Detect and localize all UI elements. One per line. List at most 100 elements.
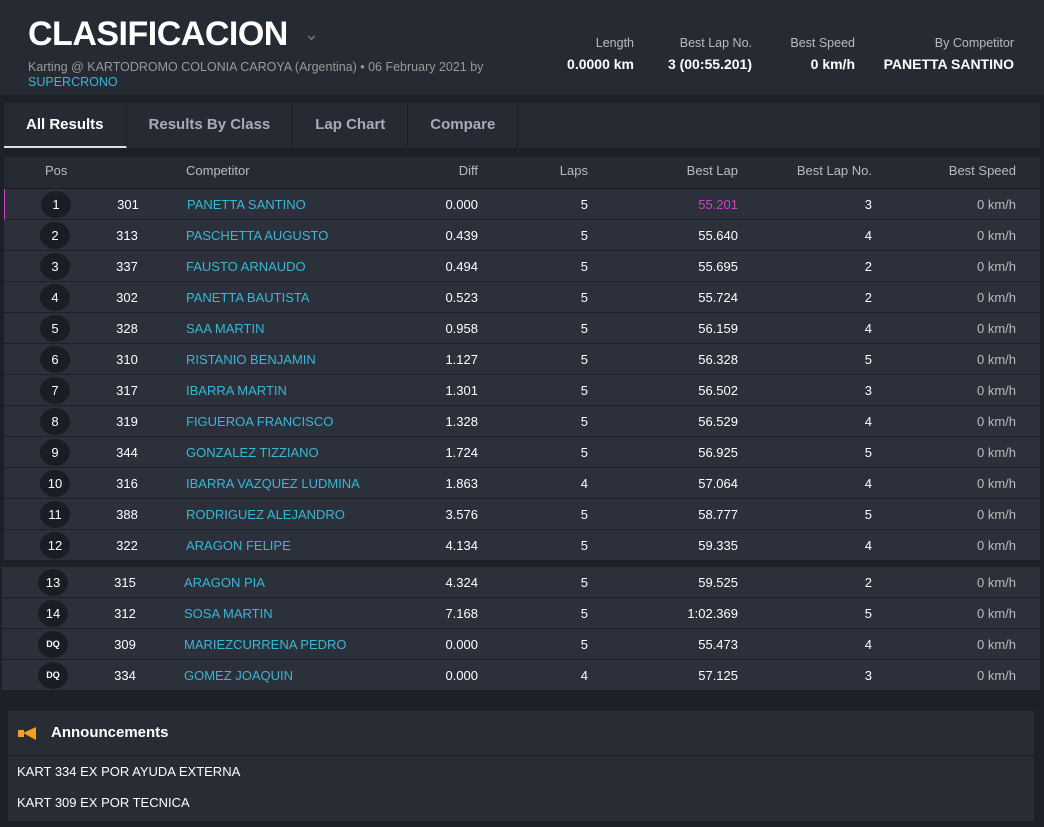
stat-label: Best Lap No. (679, 36, 752, 50)
col-pos[interactable]: Pos (45, 163, 68, 178)
pos-badge: 4 (40, 284, 70, 311)
competitor-name[interactable]: GONZALEZ TIZZIANO (186, 445, 319, 460)
competitor-name[interactable]: FIGUEROA FRANCISCO (186, 414, 334, 429)
kart-number: 344 (116, 445, 138, 460)
pos-badge: 5 (40, 315, 70, 342)
best-speed: 0 km/h (976, 259, 1016, 274)
tab-bar: All Results Results By Class Lap Chart C… (4, 103, 1040, 148)
col-competitor[interactable]: Competitor (186, 163, 250, 178)
best-lap-no: 4 (864, 414, 872, 429)
competitor-name[interactable]: IBARRA MARTIN (186, 383, 287, 398)
competitor-name[interactable]: RODRIGUEZ ALEJANDRO (186, 507, 345, 522)
kart-number: 334 (114, 668, 136, 683)
best-lap-no: 2 (864, 290, 872, 305)
best-lap-no: 5 (864, 507, 872, 522)
table-row[interactable]: 8 319 FIGUEROA FRANCISCO 1.328 5 56.529 4 0 km/… (4, 406, 1040, 437)
stat-best-lap: Best Lap No. 3 (00:55.201) (668, 36, 752, 72)
diff: 0.523 (445, 290, 478, 305)
competitor-name[interactable]: PANETTA SANTINO (187, 197, 306, 212)
col-laps[interactable]: Laps (559, 163, 588, 178)
pos-badge: 14 (38, 600, 68, 627)
kart-number: 315 (114, 575, 136, 590)
col-best-lap-no[interactable]: Best Lap No. (796, 163, 872, 178)
competitor-name[interactable]: FAUSTO ARNAUDO (186, 259, 306, 274)
competitor-name[interactable]: IBARRA VAZQUEZ LUDMINA (186, 476, 360, 491)
announcements-panel: Announcements KART 334 EX POR AYUDA EXTE… (8, 711, 1034, 821)
tab-results-by-class[interactable]: Results By Class (127, 103, 294, 148)
pos-badge: 7 (40, 377, 70, 404)
table-row[interactable]: 1 301 PANETTA SANTINO 0.000 5 55.201 3 0 km/h (4, 189, 1040, 220)
competitor-name[interactable]: SOSA MARTIN (184, 606, 273, 621)
best-speed: 0 km/h (976, 606, 1016, 621)
table-row[interactable]: 14 312 SOSA MARTIN 7.168 5 1:02.369 5 0 km/h (2, 598, 1040, 629)
table-row[interactable]: 9 344 GONZALEZ TIZZIANO 1.724 5 56.925 5 0 km/h (4, 437, 1040, 468)
pos-badge: DQ (38, 662, 68, 689)
best-lap-no: 3 (864, 668, 872, 683)
competitor-name[interactable]: SAA MARTIN (186, 321, 265, 336)
competitor-name[interactable]: PANETTA BAUTISTA (186, 290, 310, 305)
chevron-down-icon[interactable]: ⌄ (303, 24, 319, 44)
diff: 1.127 (445, 352, 478, 367)
competitor-name[interactable]: GOMEZ JOAQUIN (184, 668, 294, 683)
table-row[interactable]: 13 315 ARAGON PIA 4.324 5 59.525 2 0 km/h (2, 567, 1040, 598)
competitor-name[interactable]: MARIEZCURRENA PEDRO (184, 637, 347, 652)
col-best-lap[interactable]: Best Lap (686, 163, 738, 178)
announcements-title: Announcements (51, 724, 169, 741)
stat-label: Best Speed (790, 36, 855, 50)
pos-badge: 10 (40, 470, 70, 497)
table-row[interactable]: 10 316 IBARRA VAZQUEZ LUDMINA 1.863 4 57.064 4… (4, 468, 1040, 499)
header: CLASIFICACION ⌄ Karting @ KARTODROMO COL… (0, 0, 1044, 95)
title-row: CLASIFICACION ⌄ (28, 14, 319, 54)
table-row[interactable]: DQ 309 MARIEZCURRENA PEDRO 0.000 5 55.473 4 0 k… (2, 629, 1040, 660)
stat-best-speed: Best Speed 0 km/h (790, 36, 855, 72)
laps: 5 (580, 414, 588, 429)
diff: 0.958 (445, 321, 478, 336)
tab-all-results[interactable]: All Results (4, 103, 127, 148)
kart-number: 319 (116, 414, 138, 429)
page-title: CLASIFICACION (28, 15, 288, 53)
table-row[interactable]: 5 328 SAA MARTIN 0.958 5 56.159 4 0 km/h (4, 313, 1040, 344)
kart-number: 388 (116, 507, 138, 522)
laps: 5 (580, 445, 588, 460)
stat-value: 0.0000 km (567, 56, 634, 72)
pos-badge: 3 (40, 253, 70, 280)
competitor-name[interactable]: ARAGON FELIPE (186, 538, 291, 553)
col-diff[interactable]: Diff (458, 163, 478, 178)
competitor-name[interactable]: ARAGON PIA (184, 575, 265, 590)
best-lap: 59.335 (698, 538, 738, 553)
table-row[interactable]: 4 302 PANETTA BAUTISTA 0.523 5 55.724 2 0 km/h (4, 282, 1040, 313)
pos-badge: 2 (40, 222, 70, 249)
best-speed: 0 km/h (976, 228, 1016, 243)
kart-number: 337 (116, 259, 138, 274)
tab-compare[interactable]: Compare (408, 103, 519, 148)
competitor-name[interactable]: RISTANIO BENJAMIN (186, 352, 316, 367)
stat-label: Length (595, 36, 634, 50)
laps: 5 (580, 637, 588, 652)
competitor-name[interactable]: PASCHETTA AUGUSTO (186, 228, 329, 243)
table-row[interactable]: 6 310 RISTANIO BENJAMIN 1.127 5 56.328 5 0 km/h (4, 344, 1040, 375)
announcement-item: KART 309 EX POR TECNICA (17, 795, 190, 810)
table-row[interactable]: 11 388 RODRIGUEZ ALEJANDRO 3.576 5 58.777 5 0 k… (4, 499, 1040, 530)
best-speed: 0 km/h (976, 637, 1016, 652)
best-speed: 0 km/h (976, 476, 1016, 491)
kart-number: 316 (116, 476, 138, 491)
col-best-speed[interactable]: Best Speed (948, 163, 1016, 178)
best-lap-no: 4 (864, 228, 872, 243)
best-lap: 55.724 (698, 290, 738, 305)
best-lap-no: 4 (864, 538, 872, 553)
tab-lap-chart[interactable]: Lap Chart (293, 103, 409, 148)
diff: 7.168 (445, 606, 478, 621)
table-row[interactable]: 2 313 PASCHETTA AUGUSTO 0.439 5 55.640 4 0 km/h (4, 220, 1040, 251)
diff: 4.134 (445, 538, 478, 553)
results-table: Pos Competitor Diff Laps Best Lap Best L… (2, 157, 1040, 691)
table-row[interactable]: DQ 334 GOMEZ JOAQUIN 0.000 4 57.125 3 0 km/h (2, 660, 1040, 691)
table-row[interactable]: 3 337 FAUSTO ARNAUDO 0.494 5 55.695 2 0 km/h (4, 251, 1040, 282)
announcements-header: Announcements (8, 711, 1034, 756)
table-row[interactable]: 12 322 ARAGON FELIPE 4.134 5 59.335 4 0 km/h (4, 530, 1040, 561)
pos-badge: 1 (41, 191, 71, 218)
laps: 5 (580, 575, 588, 590)
stat-value: 0 km/h (810, 56, 855, 72)
best-lap-no: 2 (864, 575, 872, 590)
table-row[interactable]: 7 317 IBARRA MARTIN 1.301 5 56.502 3 0 km/h (4, 375, 1040, 406)
organizer-link[interactable]: SUPERCRONO (28, 75, 118, 89)
